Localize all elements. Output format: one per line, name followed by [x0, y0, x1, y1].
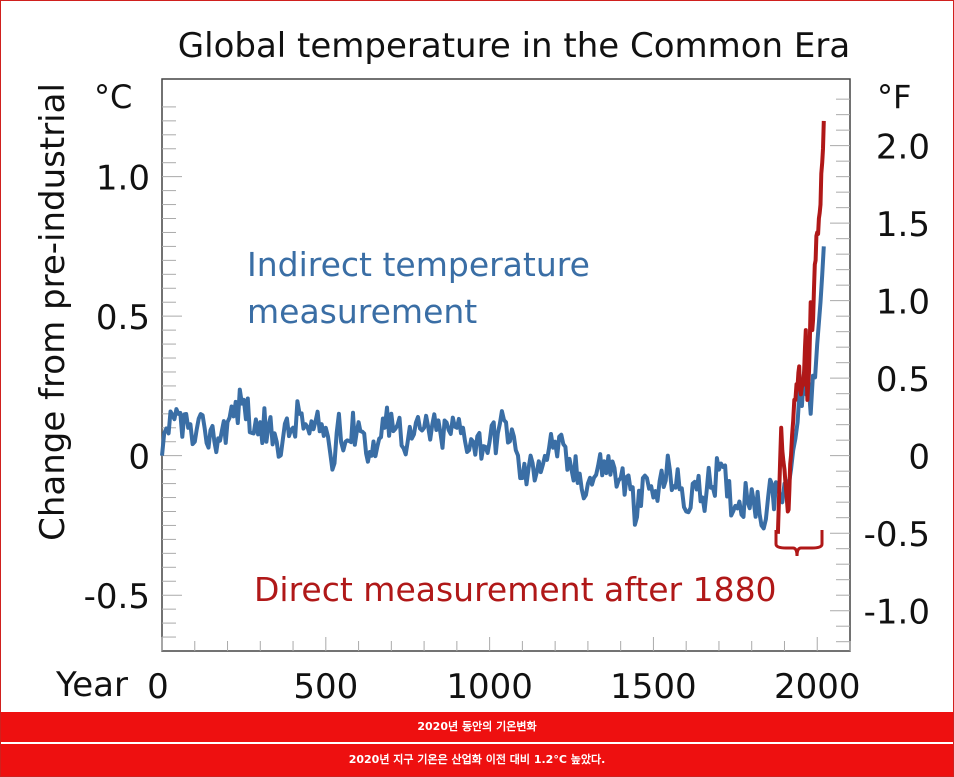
x-tick-label: 1500	[610, 667, 697, 707]
minor-ticks	[161, 98, 851, 651]
y-tick-labels-left: 1.0 0.5 0 -0.5	[84, 159, 150, 618]
annotation-indirect-line1: Indirect temperature	[247, 245, 590, 284]
x-tick-label: 500	[293, 667, 358, 707]
y-tick-label-right: 0	[908, 438, 930, 478]
y-tick-label-right: 1.0	[876, 283, 930, 323]
series-indirect-line	[160, 246, 826, 531]
y-unit-right: °F	[877, 78, 911, 116]
x-tick-label: 1000	[446, 667, 533, 707]
y-tick-label-right: 0.5	[876, 360, 930, 400]
banner-divider	[1, 742, 953, 744]
temperature-chart: Global temperature in the Common Era °C …	[33, 26, 930, 707]
annotation-direct: Direct measurement after 1880	[254, 570, 777, 609]
y-unit-left: °C	[94, 78, 132, 116]
x-axis-label: Year	[55, 665, 128, 705]
annotation-indirect-line2: measurement	[247, 292, 477, 331]
chart-title: Global temperature in the Common Era	[178, 26, 850, 66]
y-tick-label-left: 0.5	[96, 298, 150, 338]
y-tick-labels-right: 2.0 1.5 1.0 0.5 0 -0.5 -1.0	[864, 128, 930, 633]
plot-area	[161, 78, 851, 652]
series-direct-line	[775, 120, 826, 534]
y-tick-label-right: -0.5	[864, 515, 930, 555]
y-tick-label-left: 1.0	[96, 159, 150, 199]
y-tick-label-left: -0.5	[84, 577, 150, 617]
y-tick-label-right: -1.0	[864, 593, 930, 633]
y-tick-label-right: 1.5	[876, 205, 930, 245]
y-tick-label-right: 2.0	[876, 128, 930, 168]
x-tick-labels: 0 500 1000 1500 2000	[147, 667, 860, 707]
x-tick-label: 2000	[774, 667, 861, 707]
banner-title: 2020년 동안의 기온변화	[1, 712, 953, 742]
annotation-bracket	[774, 530, 824, 557]
x-tick-label: 0	[147, 667, 169, 707]
y-tick-label-left: 0	[128, 438, 150, 478]
banner-caption: 2020년 지구 기온은 산업화 이전 대비 1.2°C 높았다.	[1, 744, 953, 776]
y-axis-label: Change from pre-industrial	[33, 83, 73, 541]
